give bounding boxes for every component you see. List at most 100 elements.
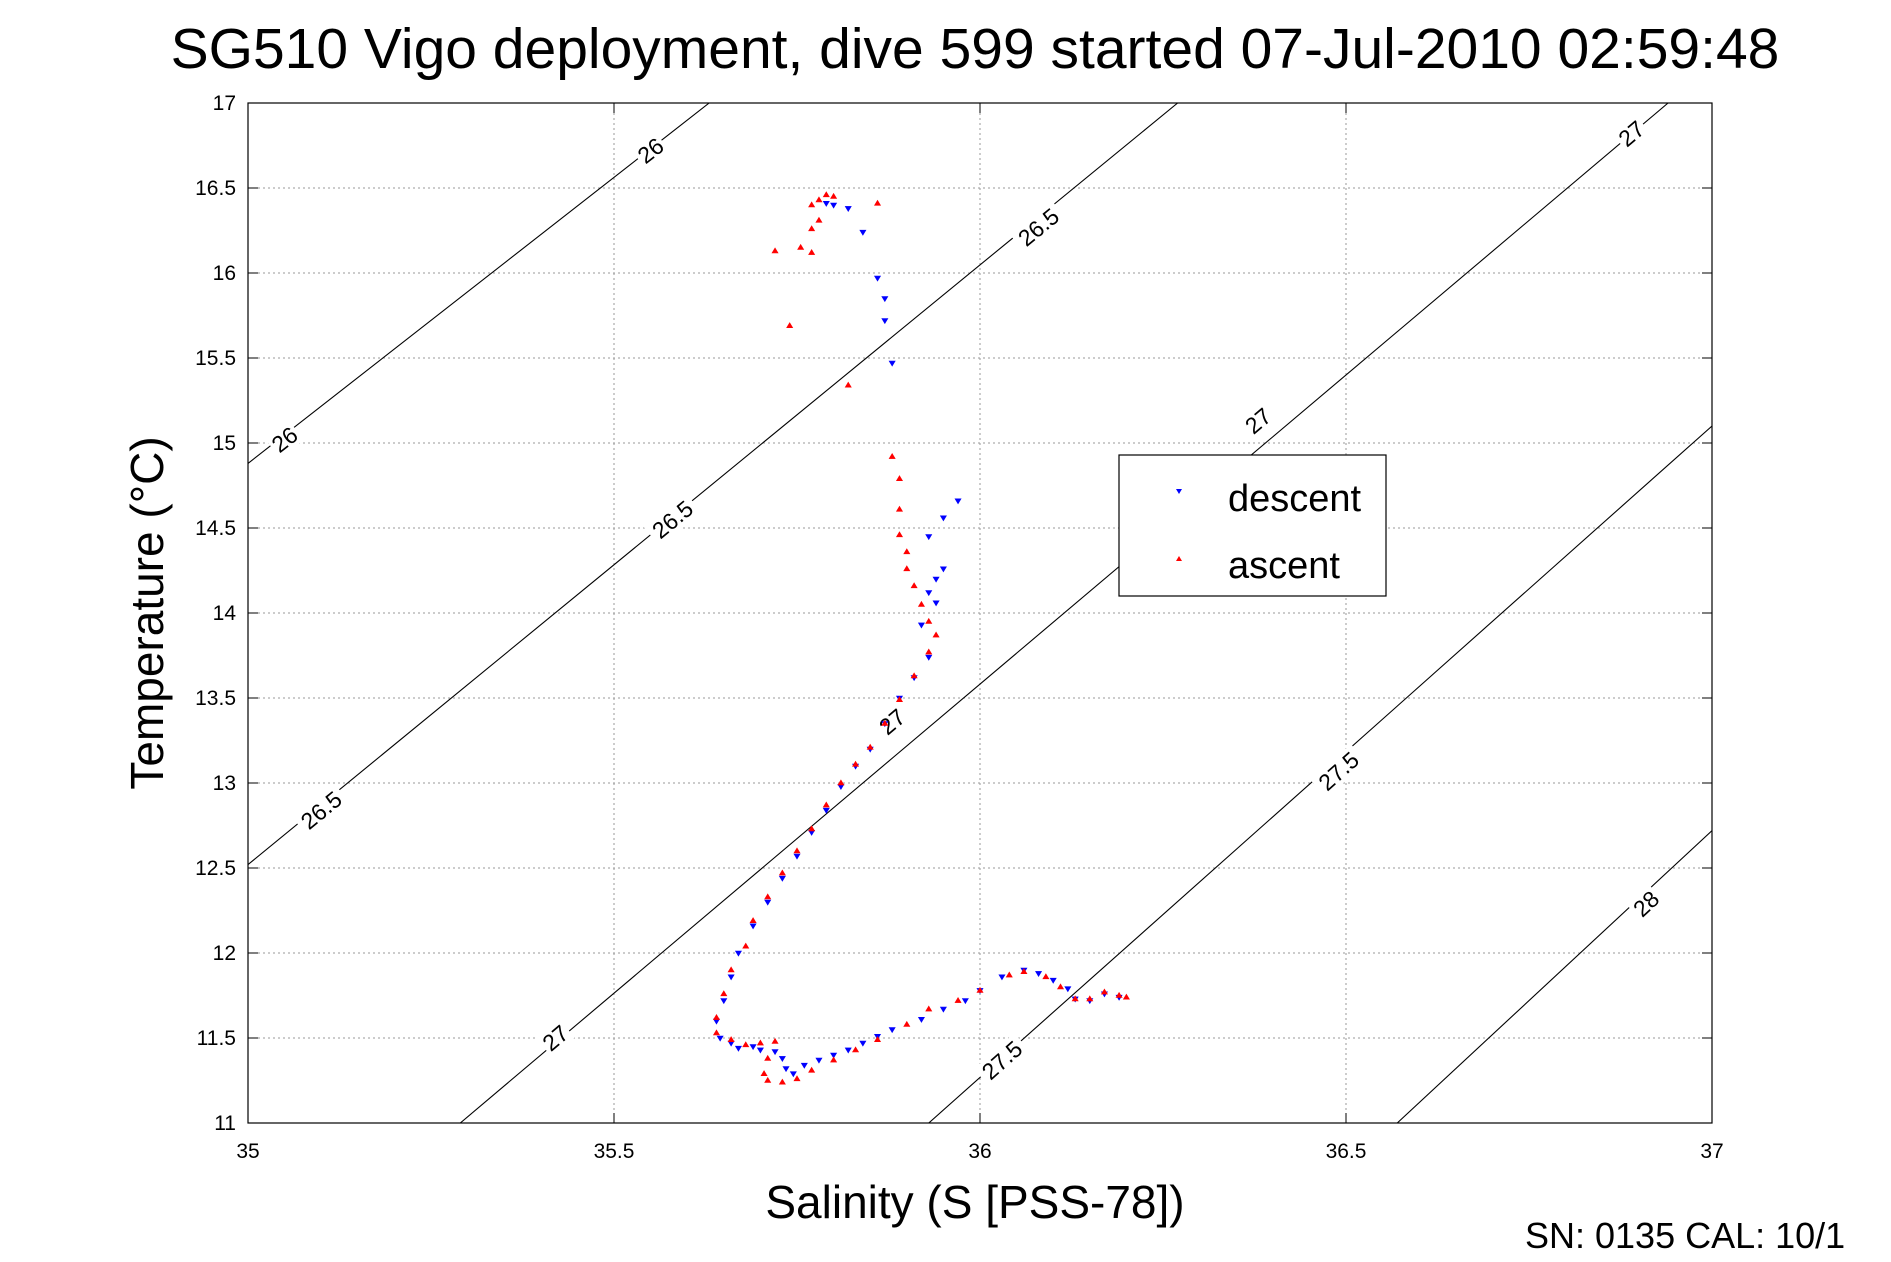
contour-label-background (644, 493, 702, 546)
ascent-point (888, 453, 896, 459)
ascent-point (822, 191, 830, 198)
descent-point (859, 229, 867, 236)
descent-point (815, 1057, 823, 1064)
ascent-point (830, 192, 838, 199)
ascent-point (895, 531, 904, 538)
ascent-point (925, 648, 933, 655)
ascent-point (1056, 983, 1065, 990)
ascent-point (925, 1005, 933, 1012)
ascent-point (852, 760, 860, 767)
ascent-point (881, 719, 889, 726)
ascent-point (756, 1039, 764, 1046)
density-contour-28 (1396, 830, 1712, 1123)
x-axis-ticks: 35 35.5 36 36.5 37 (236, 103, 1724, 1163)
descent-point (925, 654, 933, 661)
descent-point (888, 1027, 896, 1034)
legend-ascent-label: ascent (1228, 545, 1340, 587)
ascent-point (808, 825, 816, 832)
ascent-point (844, 381, 852, 388)
descent-point (1035, 971, 1043, 977)
descent-point (925, 534, 933, 541)
ascent-point (830, 1056, 838, 1063)
y-axis-ticks: 11 11.5 12 12.5 13 13.5 14 14.5 15 15.5 16 16.5 17 (195, 92, 1712, 1135)
series-ascent (712, 191, 1130, 1085)
ascent-point (760, 1070, 768, 1076)
y-tick-label: 14.5 (195, 517, 236, 540)
descent-point (756, 1047, 764, 1054)
ascent-point (749, 917, 757, 923)
ascent-point (895, 505, 904, 512)
descent-point (939, 515, 947, 522)
y-tick-label: 12 (213, 942, 236, 965)
descent-point (749, 923, 757, 930)
descent-point (716, 1035, 724, 1042)
ascent-point (778, 869, 786, 876)
ascent-point (786, 322, 794, 328)
descent-point (764, 899, 772, 906)
ascent-point (793, 847, 801, 854)
legend-ascent-marker (1176, 556, 1182, 561)
ascent-point (1100, 988, 1108, 995)
contour-label-background (292, 783, 350, 837)
ascent-point (712, 1014, 721, 1020)
legend-box (1118, 454, 1387, 597)
ascent-point (1005, 971, 1013, 978)
chart-title: SG510 Vigo deployment, dive 599 started … (171, 17, 1780, 81)
descent-point (939, 1006, 947, 1013)
x-tick-label: 36 (968, 1140, 991, 1163)
ascent-point (764, 1054, 772, 1061)
descent-point (888, 360, 896, 367)
ascent-point (976, 986, 984, 993)
ascent-point (720, 990, 728, 997)
ascent-point (932, 631, 940, 638)
ascent-point (954, 997, 962, 1003)
contour-label-background (1310, 744, 1367, 799)
descent-point (939, 566, 947, 573)
descent-point (932, 600, 940, 607)
ascent-point (778, 1078, 786, 1085)
y-tick-label: 16 (213, 262, 236, 285)
descent-point (734, 1045, 742, 1052)
descent-point (917, 622, 925, 629)
ascent-point (771, 1037, 779, 1044)
descent-point (961, 998, 969, 1005)
ascent-point (873, 199, 882, 206)
ascent-point (873, 1036, 882, 1042)
y-tick-label: 12.5 (195, 857, 236, 880)
ascent-point (1086, 995, 1094, 1002)
descent-point (998, 974, 1006, 981)
descent-point (734, 950, 742, 957)
ascent-point (727, 1036, 735, 1042)
descent-point (778, 875, 786, 882)
y-tick-label: 15 (213, 432, 236, 455)
ascent-point (712, 1029, 721, 1036)
descent-point (727, 974, 735, 981)
descent-point (822, 807, 830, 814)
ascent-point (910, 672, 918, 679)
ascent-point (895, 696, 904, 702)
descent-point (789, 1071, 797, 1078)
ascent-point (808, 249, 816, 255)
ascent-point (903, 548, 911, 555)
ascent-point (808, 201, 816, 208)
descent-point (881, 296, 889, 303)
contour-label-background (631, 131, 670, 170)
descent-point (830, 202, 838, 209)
contour-label-background (973, 1033, 1031, 1088)
descent-point (749, 1044, 757, 1051)
ascent-point (1115, 991, 1123, 998)
descent-point (954, 498, 962, 505)
serial-calibration-text: SN: 0135 CAL: 10/1 (1525, 1215, 1845, 1256)
descent-point (782, 1066, 790, 1073)
ascent-point (808, 225, 816, 232)
ascent-point (1042, 973, 1050, 980)
contour-label-background (1010, 200, 1068, 254)
x-tick-label: 35 (236, 1140, 259, 1163)
contour-label-background (1626, 884, 1666, 923)
legend: descent ascent (1118, 454, 1387, 597)
contour-label-background (536, 1019, 575, 1057)
ascent-point (727, 966, 735, 973)
descent-point (1064, 986, 1072, 993)
y-tick-label: 16.5 (195, 177, 236, 200)
